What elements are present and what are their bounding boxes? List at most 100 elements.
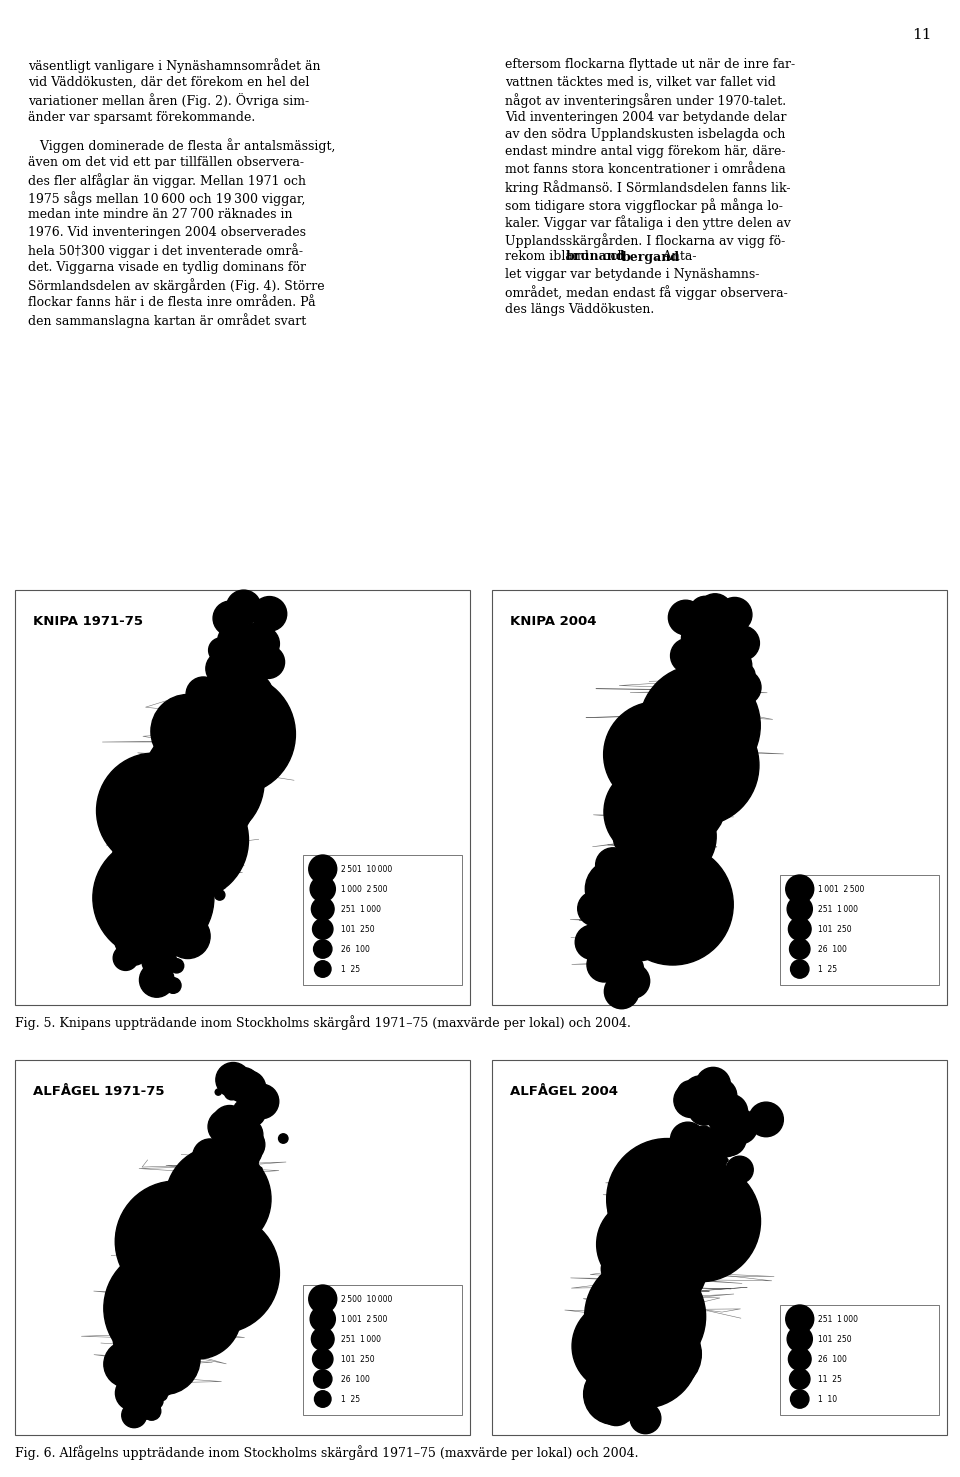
Circle shape — [630, 1403, 660, 1434]
Circle shape — [112, 801, 228, 916]
Circle shape — [621, 1295, 645, 1319]
Circle shape — [621, 1393, 641, 1413]
Circle shape — [122, 1403, 147, 1428]
Circle shape — [722, 1171, 728, 1177]
Circle shape — [694, 1185, 729, 1219]
Circle shape — [669, 696, 733, 759]
Circle shape — [212, 721, 247, 756]
Circle shape — [638, 867, 655, 883]
Circle shape — [627, 792, 716, 882]
Circle shape — [143, 1298, 149, 1303]
Circle shape — [697, 1232, 711, 1247]
Circle shape — [212, 1171, 234, 1193]
Circle shape — [132, 1384, 139, 1391]
Circle shape — [714, 631, 725, 642]
Bar — [15, 589, 470, 1004]
Text: något av inventeringsåren under 1970-talet.: något av inventeringsåren under 1970-tal… — [505, 93, 786, 108]
Circle shape — [165, 976, 169, 979]
Circle shape — [237, 610, 240, 613]
Circle shape — [703, 623, 737, 657]
Circle shape — [195, 1176, 216, 1196]
Circle shape — [254, 634, 260, 640]
Circle shape — [635, 1344, 663, 1374]
Circle shape — [689, 730, 708, 747]
Circle shape — [635, 1291, 651, 1307]
Circle shape — [142, 944, 177, 978]
Text: 251  1 000: 251 1 000 — [341, 1335, 381, 1344]
Circle shape — [212, 753, 225, 765]
Circle shape — [607, 1310, 641, 1346]
Circle shape — [676, 728, 710, 762]
Circle shape — [612, 910, 628, 926]
Circle shape — [638, 837, 673, 873]
Circle shape — [641, 1403, 653, 1415]
Circle shape — [624, 1281, 645, 1301]
Circle shape — [309, 855, 337, 883]
Circle shape — [186, 1245, 203, 1261]
Circle shape — [692, 1139, 712, 1158]
Circle shape — [159, 880, 169, 889]
Text: let viggar var betydande i Nynäshamns-: let viggar var betydande i Nynäshamns- — [505, 267, 759, 281]
Text: KNIPA 1971-75: KNIPA 1971-75 — [33, 614, 143, 628]
Circle shape — [212, 1238, 216, 1242]
Circle shape — [196, 833, 199, 836]
Circle shape — [723, 650, 727, 654]
Circle shape — [112, 761, 233, 882]
Circle shape — [137, 849, 169, 880]
Circle shape — [215, 1089, 222, 1094]
Circle shape — [671, 727, 698, 753]
Circle shape — [612, 843, 733, 964]
Circle shape — [650, 777, 657, 784]
Circle shape — [788, 1347, 811, 1371]
Circle shape — [652, 833, 675, 857]
Circle shape — [725, 1158, 728, 1162]
Circle shape — [698, 1221, 715, 1238]
Circle shape — [615, 963, 650, 998]
Text: des längs Väddökusten.: des längs Väddökusten. — [505, 303, 655, 316]
Circle shape — [152, 809, 164, 823]
Text: 1 001  2 500: 1 001 2 500 — [818, 885, 864, 894]
Circle shape — [165, 1279, 179, 1294]
Circle shape — [237, 1155, 249, 1167]
Circle shape — [252, 597, 287, 631]
Circle shape — [682, 622, 716, 656]
Circle shape — [628, 876, 662, 910]
Circle shape — [122, 944, 136, 959]
Text: brunand: brunand — [565, 251, 626, 263]
Text: Fig. 6. Alfågelns uppträdande inom Stockholms skärgård 1971–75 (maxvärde per lok: Fig. 6. Alfågelns uppträdande inom Stock… — [15, 1445, 638, 1459]
Circle shape — [127, 1326, 161, 1360]
Circle shape — [174, 833, 208, 867]
Circle shape — [226, 860, 229, 864]
Circle shape — [659, 725, 690, 758]
Circle shape — [183, 1258, 205, 1281]
Text: vid Väddökusten, där det förekom en hel del: vid Väddökusten, där det förekom en hel … — [28, 75, 309, 89]
Circle shape — [665, 727, 671, 733]
Circle shape — [93, 837, 214, 959]
Circle shape — [679, 1183, 713, 1219]
Text: Viggen dominerade de flesta år antalsmässigt,: Viggen dominerade de flesta år antalsmäs… — [28, 139, 335, 154]
Circle shape — [681, 1279, 685, 1284]
Circle shape — [179, 808, 181, 811]
Circle shape — [164, 811, 179, 826]
Circle shape — [243, 1108, 248, 1112]
Circle shape — [112, 1359, 142, 1388]
Circle shape — [707, 1171, 724, 1189]
Circle shape — [115, 923, 150, 959]
Circle shape — [149, 1255, 183, 1289]
Circle shape — [607, 1238, 692, 1323]
Circle shape — [311, 898, 334, 920]
Circle shape — [194, 734, 237, 777]
Circle shape — [636, 902, 645, 913]
Circle shape — [220, 712, 254, 746]
Text: endast mindre antal vigg förekom här, däre-: endast mindre antal vigg förekom här, dä… — [505, 146, 785, 158]
Circle shape — [147, 931, 178, 960]
Circle shape — [699, 1173, 729, 1202]
Circle shape — [572, 1300, 663, 1393]
Circle shape — [176, 1261, 189, 1275]
Circle shape — [696, 716, 727, 749]
Circle shape — [205, 651, 240, 685]
Circle shape — [713, 699, 716, 702]
Circle shape — [665, 1226, 684, 1245]
Circle shape — [639, 868, 668, 897]
Circle shape — [635, 840, 638, 845]
